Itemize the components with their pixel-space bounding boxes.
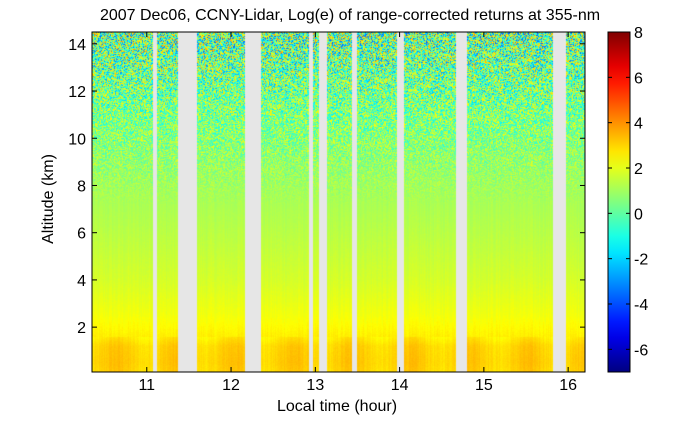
colorbar-gradient (607, 31, 631, 373)
y-tick-label: 4 (77, 273, 86, 290)
x-tick-label: 13 (306, 377, 324, 394)
colorbar-tick-label: 4 (634, 116, 643, 133)
heatmap-image (92, 32, 585, 372)
x-tick-label: 16 (559, 377, 577, 394)
x-tick-label: 12 (222, 377, 240, 394)
colorbar-tick-label: -4 (634, 297, 648, 314)
colorbar-tick-label: 0 (634, 206, 643, 223)
x-axis-label: Local time (hour) (277, 398, 397, 415)
colorbar-tick-label: -2 (634, 252, 648, 269)
axes: 11 12 13 14 15 16 2 4 6 8 10 12 14 (68, 31, 586, 394)
plot-area (92, 32, 585, 372)
colorbar-tick-label: 6 (634, 70, 643, 87)
y-tick-label: 8 (77, 178, 86, 195)
colorbar-tick-label: -6 (634, 342, 648, 359)
y-tick-label: 6 (77, 226, 86, 243)
colorbar-tick-label: 8 (634, 25, 643, 42)
x-tick-label: 15 (475, 377, 493, 394)
x-tick-label: 11 (138, 377, 155, 394)
y-tick-label: 12 (68, 84, 86, 101)
chart-title: 2007 Dec06, CCNY-Lidar, Log(e) of range-… (100, 7, 600, 24)
y-tick-label: 2 (77, 320, 86, 337)
colorbar-tick-label: 2 (634, 161, 643, 178)
plot-frame (91, 31, 586, 373)
colorbar: -6 -4 -2 0 2 4 6 8 (607, 25, 648, 373)
y-tick-label: 10 (68, 131, 86, 148)
y-tick-label: 14 (68, 37, 86, 54)
y-axis-label: Altitude (km) (40, 154, 57, 244)
x-tick-label: 14 (391, 377, 409, 394)
